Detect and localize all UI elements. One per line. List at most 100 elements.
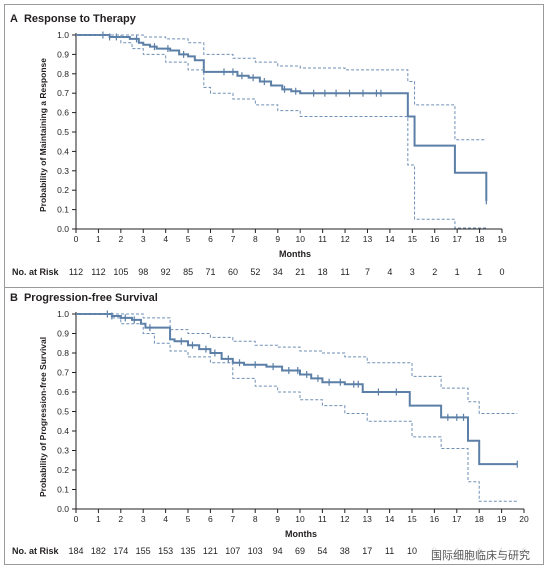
panel-a-at-risk-count: 11 bbox=[340, 267, 349, 277]
panel-b-at-risk-count: 174 bbox=[113, 546, 128, 556]
panel-b-upper-ci-curve bbox=[76, 313, 518, 414]
panel-b-x-tick-label: 17 bbox=[452, 514, 462, 524]
panel-b-at-risk-count: 135 bbox=[180, 546, 195, 556]
panel-b-y-tick-label: 0.0 bbox=[57, 504, 69, 514]
watermark-text: 国际细胞临床与研究 bbox=[429, 547, 532, 563]
panel-b-km-curve bbox=[76, 313, 518, 466]
panel-a-risk-label: No. at Risk bbox=[12, 267, 59, 277]
panel-a-y-tick-label: 0.3 bbox=[57, 166, 69, 176]
panel-a-x-tick-label: 16 bbox=[430, 234, 440, 244]
panel-a-y-tick-label: 0.1 bbox=[57, 205, 69, 215]
panel-a-x-axis-label: Months bbox=[279, 249, 311, 259]
panel-b-at-risk-count: 11 bbox=[385, 546, 394, 556]
panel-b-letter: B bbox=[10, 292, 18, 304]
panel-b-x-tick-label: 4 bbox=[163, 514, 168, 524]
panel-b-y-tick-label: 0.5 bbox=[57, 407, 69, 417]
panel-a-x-tick-label: 17 bbox=[452, 234, 462, 244]
panel-a-y-tick-label: 0.8 bbox=[57, 69, 69, 79]
panel-b-x-axis-label: Months bbox=[285, 529, 317, 539]
panel-a-at-risk-count: 112 bbox=[69, 267, 83, 277]
panel-a-x-tick-label: 0 bbox=[74, 234, 79, 244]
panel-b-at-risk-count: 153 bbox=[158, 546, 173, 556]
panel-a-x-tick-label: 19 bbox=[497, 234, 507, 244]
panel-a-at-risk-count: 4 bbox=[387, 267, 392, 277]
panel-b-x-tick-label: 15 bbox=[407, 514, 417, 524]
panel-b-x-tick-label: 3 bbox=[141, 514, 146, 524]
panel-a-upper-ci-curve bbox=[76, 34, 487, 141]
panel-b-at-risk-count: 103 bbox=[248, 546, 263, 556]
panel-a-x-tick-label: 8 bbox=[253, 234, 258, 244]
panel-a-at-risk-count: 92 bbox=[161, 267, 171, 277]
panel-a-x-tick-label: 18 bbox=[475, 234, 485, 244]
panel-b-x-tick-label: 0 bbox=[74, 514, 79, 524]
panel-a-lower-ci-curve bbox=[76, 34, 487, 229]
panel-b-y-tick-label: 0.2 bbox=[57, 465, 69, 475]
panel-a-at-risk-count: 21 bbox=[295, 267, 305, 277]
panel-a-x-tick-label: 9 bbox=[275, 234, 280, 244]
panel-a-x-tick-label: 6 bbox=[208, 234, 213, 244]
panel-a-y-tick-label: 0.4 bbox=[57, 146, 69, 156]
panel-b-y-tick-label: 0.8 bbox=[57, 348, 69, 358]
panel-b-y-tick-label: 0.7 bbox=[57, 368, 69, 378]
panel-a-x-tick-label: 14 bbox=[385, 234, 395, 244]
panel-a-at-risk-count: 112 bbox=[91, 267, 105, 277]
panel-a-y-tick-label: 1.0 bbox=[57, 30, 69, 40]
panel-b-y-tick-label: 1.0 bbox=[57, 309, 69, 319]
panel-a-at-risk-count: 98 bbox=[138, 267, 148, 277]
panel-b-y-tick-label: 0.9 bbox=[57, 329, 69, 339]
panel-a-x-tick-label: 3 bbox=[141, 234, 146, 244]
panel-a-at-risk-count: 52 bbox=[250, 267, 260, 277]
panel-b-at-risk-count: 184 bbox=[68, 546, 83, 556]
panel-b-at-risk-count: 182 bbox=[91, 546, 106, 556]
panel-b-x-tick-label: 1 bbox=[96, 514, 101, 524]
panel-a-x-tick-label: 12 bbox=[340, 234, 350, 244]
panel-b-x-tick-label: 10 bbox=[295, 514, 305, 524]
panel-b-x-tick-label: 16 bbox=[430, 514, 440, 524]
panel-b-at-risk-count: 38 bbox=[340, 546, 350, 556]
panel-b-y-tick-label: 0.3 bbox=[57, 446, 69, 456]
panel-a-at-risk-count: 2 bbox=[432, 267, 437, 277]
panel-a-x-tick-label: 1 bbox=[96, 234, 101, 244]
panel-b-lower-ci-curve bbox=[76, 313, 518, 502]
panel-a-at-risk-count: 0 bbox=[499, 267, 504, 277]
panel-a-at-risk-count: 18 bbox=[318, 267, 328, 277]
panel-b-at-risk-count: 94 bbox=[273, 546, 283, 556]
panel-b-x-tick-label: 14 bbox=[385, 514, 395, 524]
panel-b-y-tick-label: 0.1 bbox=[57, 485, 69, 495]
panel-a-at-risk-count: 1 bbox=[455, 267, 460, 277]
figure-frame bbox=[4, 4, 544, 565]
panel-a-x-tick-label: 5 bbox=[186, 234, 191, 244]
panel-a-header: A Response to Therapy bbox=[10, 13, 136, 25]
panel-a-at-risk-count: 1 bbox=[477, 267, 482, 277]
panel-b-at-risk-count: 107 bbox=[225, 546, 240, 556]
panel-b-header: B Progression-free Survival bbox=[10, 292, 158, 304]
panel-a-chart: 0.00.10.20.30.40.50.60.70.80.91.00 1 2 3 4 5 6… bbox=[57, 30, 507, 277]
panel-b-x-tick-label: 8 bbox=[253, 514, 258, 524]
panel-a-x-tick-label: 10 bbox=[295, 234, 305, 244]
panel-a-at-risk-count: 105 bbox=[113, 267, 128, 277]
panel-a-y-tick-label: 0.5 bbox=[57, 127, 69, 137]
panel-b-x-tick-label: 2 bbox=[118, 514, 123, 524]
panel-b-title: Progression-free Survival bbox=[23, 292, 158, 304]
panel-a-x-tick-label: 2 bbox=[118, 234, 123, 244]
panel-b-x-tick-label: 13 bbox=[362, 514, 372, 524]
panel-b-at-risk-count: 155 bbox=[136, 546, 151, 556]
panel-a-title: Response to Therapy bbox=[23, 13, 136, 25]
panel-a-y-tick-label: 0.6 bbox=[57, 108, 69, 118]
panel-a-y-tick-label: 0.7 bbox=[57, 88, 69, 98]
panel-a-y-tick-label: 0.0 bbox=[57, 224, 69, 234]
panel-b-chart: 0.00.10.20.30.40.50.60.70.80.91.00 1 2 3 4 5 6… bbox=[57, 309, 529, 556]
panel-a-at-risk-count: 71 bbox=[206, 267, 216, 277]
panel-a-y-tick-label: 0.2 bbox=[57, 185, 69, 195]
panel-divider bbox=[5, 287, 543, 288]
panel-b-x-tick-label: 11 bbox=[318, 514, 327, 524]
panel-b-at-risk-count: 69 bbox=[295, 546, 305, 556]
panel-b-x-tick-label: 9 bbox=[275, 514, 280, 524]
panel-b-at-risk-count: 121 bbox=[203, 546, 218, 556]
panel-b-at-risk-count: 17 bbox=[362, 546, 372, 556]
panel-a-at-risk-count: 3 bbox=[410, 267, 415, 277]
panel-a-x-tick-label: 11 bbox=[318, 234, 327, 244]
panel-b-x-tick-label: 19 bbox=[497, 514, 507, 524]
panel-a-x-tick-label: 4 bbox=[163, 234, 168, 244]
panel-b-y-tick-label: 0.4 bbox=[57, 426, 69, 436]
